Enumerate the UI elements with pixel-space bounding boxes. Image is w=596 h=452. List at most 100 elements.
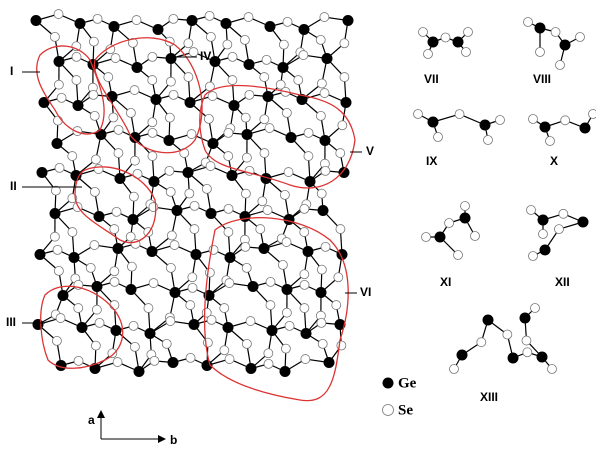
- se-atom: [264, 359, 273, 368]
- se-atom: [53, 116, 62, 125]
- se-atom: [461, 202, 470, 211]
- se-atom: [536, 48, 545, 57]
- cluster: [527, 206, 589, 261]
- se-atom: [527, 206, 536, 215]
- se-atom: [167, 231, 176, 240]
- se-atom: [54, 10, 63, 19]
- atoms: [414, 110, 505, 145]
- se-atom: [86, 263, 95, 272]
- ge-atom: [132, 62, 143, 73]
- ge-atom: [227, 170, 238, 181]
- ge-atom: [31, 15, 42, 26]
- ge-atom: [580, 123, 591, 134]
- se-atom: [265, 124, 274, 133]
- se-atom: [188, 283, 197, 292]
- ge-atom: [172, 205, 183, 216]
- se-atom: [162, 339, 171, 348]
- ge-atom: [520, 313, 531, 324]
- se-atom: [130, 156, 139, 165]
- se-atom: [304, 128, 313, 137]
- se-atom: [336, 225, 345, 234]
- se-atom: [282, 108, 291, 117]
- ge-atom: [460, 213, 471, 224]
- ge-atom: [151, 94, 162, 105]
- label: XIII: [480, 390, 498, 404]
- label: III: [6, 315, 16, 329]
- se-atom: [278, 260, 287, 269]
- se-atom: [148, 76, 157, 85]
- se-atom: [129, 321, 138, 330]
- se-atom: [266, 301, 275, 310]
- ge-atom: [284, 214, 295, 225]
- ge-atom: [221, 18, 232, 29]
- ge-atom: [244, 59, 255, 70]
- se-atom: [91, 155, 100, 164]
- se-atom: [299, 51, 308, 60]
- ge-atom: [128, 214, 139, 225]
- se-atom: [554, 225, 563, 234]
- se-atom: [91, 341, 100, 350]
- se-atom: [462, 48, 471, 57]
- se-atom: [524, 18, 533, 27]
- ge-atom: [189, 319, 200, 330]
- se-atom: [224, 204, 233, 213]
- se-atom: [258, 197, 267, 206]
- se-atom: [127, 262, 136, 271]
- se-atom: [422, 233, 431, 242]
- se-atom: [130, 342, 139, 351]
- ge-atom: [185, 97, 196, 108]
- cluster: [524, 18, 585, 70]
- ge-atom: [164, 135, 175, 146]
- se-atom: [74, 356, 83, 365]
- se-atom: [184, 39, 193, 48]
- ge-atom: [282, 284, 293, 295]
- se-atom: [321, 242, 330, 251]
- ge-atom: [540, 245, 551, 256]
- se-atom: [224, 152, 233, 161]
- se-atom: [148, 152, 157, 161]
- se-atom: [316, 111, 325, 120]
- ge-atom: [428, 37, 439, 48]
- se-atom: [89, 37, 98, 46]
- axis-label-b: b: [170, 433, 177, 447]
- se-atom: [166, 77, 175, 86]
- se-atom: [126, 108, 135, 117]
- se-atom: [206, 162, 215, 171]
- ge-atom: [37, 167, 48, 178]
- se-atom: [300, 304, 309, 313]
- se-atom: [149, 279, 158, 288]
- se-atom: [464, 28, 473, 37]
- se-atom: [148, 118, 157, 127]
- se-atom: [263, 206, 272, 215]
- se-atom: [94, 165, 103, 174]
- se-atom: [190, 201, 199, 210]
- se-atom: [496, 116, 505, 125]
- se-atom: [205, 11, 214, 20]
- se-atom: [304, 152, 313, 161]
- se-atom: [54, 80, 63, 89]
- se-atom: [104, 73, 113, 82]
- se-atom: [90, 187, 99, 196]
- se-atom: [68, 228, 77, 237]
- se-atom: [55, 163, 64, 172]
- se-atom: [471, 232, 480, 241]
- ge-atom: [147, 246, 158, 257]
- cluster: [422, 202, 480, 260]
- se-atom: [282, 238, 291, 247]
- se-atom: [50, 32, 59, 41]
- atoms: [422, 202, 480, 260]
- se-atom: [72, 76, 81, 85]
- ge-atom: [320, 135, 331, 146]
- ge-atom: [149, 176, 160, 187]
- arrow-b: [158, 435, 166, 443]
- se-atom: [148, 128, 157, 137]
- ge-atom: [540, 122, 551, 133]
- se-atom: [242, 263, 251, 272]
- cluster: [414, 110, 505, 145]
- se-atom: [317, 189, 326, 198]
- ge-atom: [35, 249, 46, 260]
- se-atom: [72, 52, 81, 61]
- se-atom: [576, 33, 585, 42]
- se-atom: [242, 153, 251, 162]
- se-atom: [57, 93, 66, 102]
